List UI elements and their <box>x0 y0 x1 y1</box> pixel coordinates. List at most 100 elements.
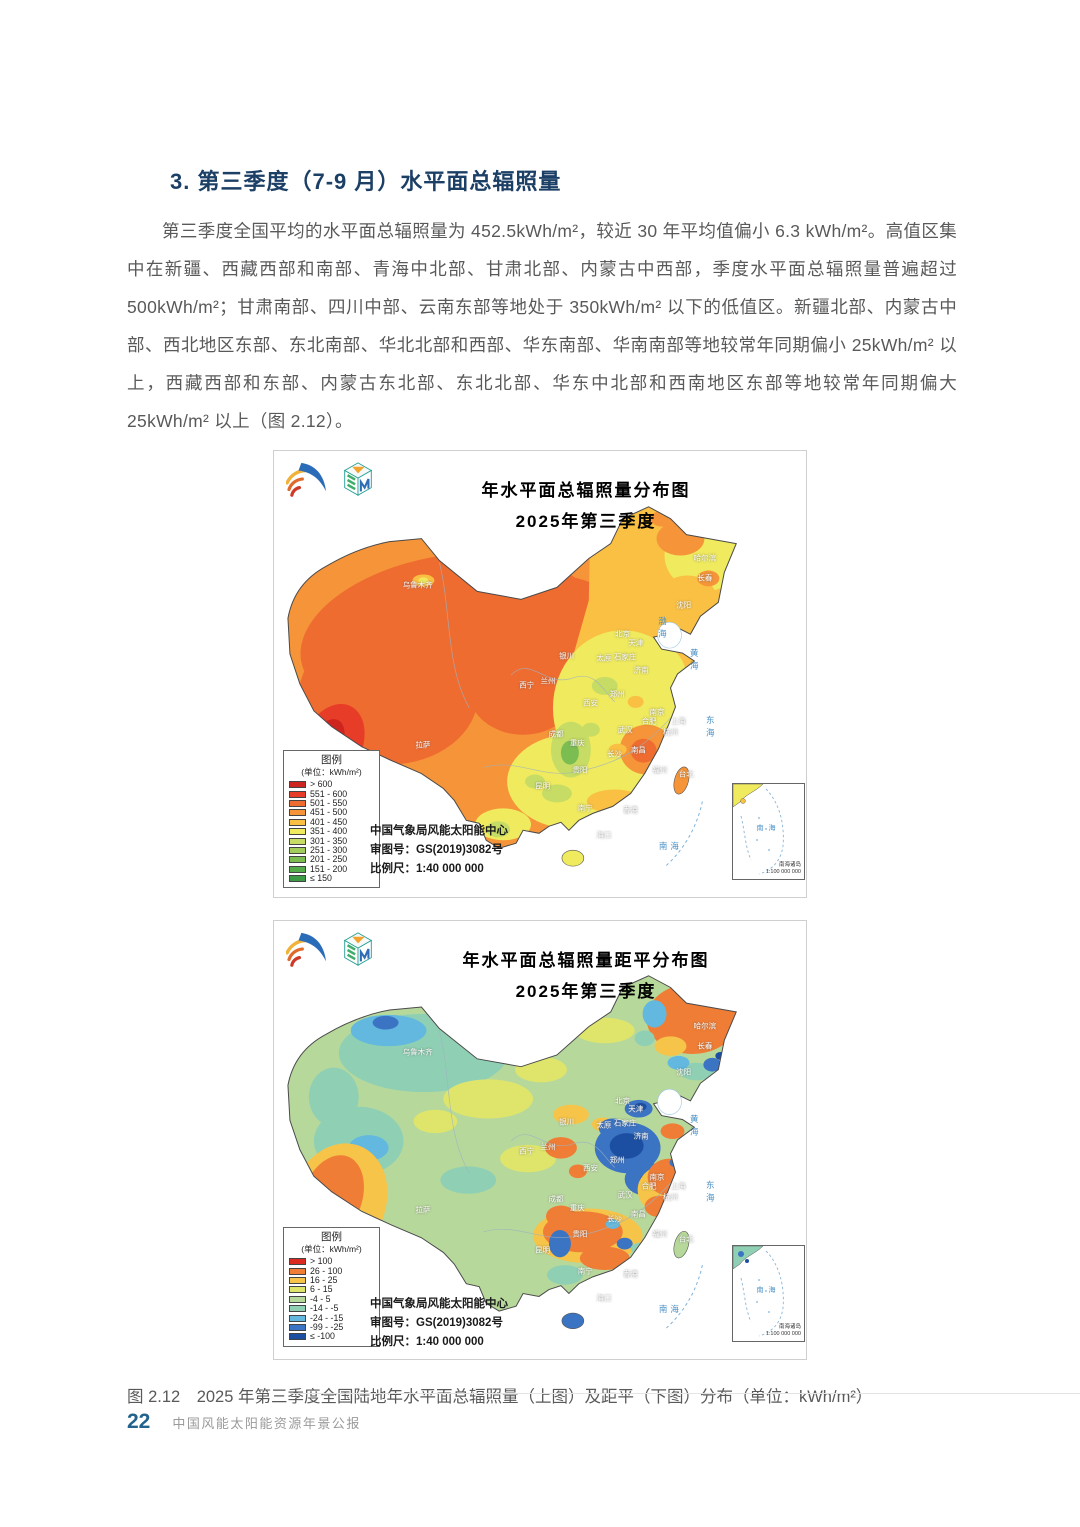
map-total-radiation: 乌鲁木齐 哈尔滨 长春 沈阳 北京 天津 石家庄 太原 济南 银川 西宁 兰州 郑州 西安 南京 上海 合肥 杭州… <box>273 450 807 898</box>
legend-row: 26 - 100 <box>284 1266 379 1275</box>
legend-row: -4 - 5 <box>284 1293 379 1304</box>
map-title-line2: 2025年第三季度 <box>515 512 657 531</box>
bohai-sea <box>657 621 682 649</box>
legend-swatch <box>289 1286 306 1294</box>
taiwan-island <box>673 766 690 795</box>
legend-swatch <box>289 1323 306 1331</box>
legend-swatch <box>289 1295 306 1303</box>
nine-dash-line <box>664 801 703 868</box>
legend-swatch <box>289 1276 306 1284</box>
credits-center: 中国气象局风能太阳能中心 <box>370 1298 508 1310</box>
section-heading: 3. 第三季度（7-9 月）水平面总辐照量 <box>170 169 562 195</box>
map-title-line1: 年水平面总辐照量分布图 <box>481 481 691 500</box>
legend-row: 6 - 15 <box>284 1285 379 1294</box>
south-china-sea-inset: 南海 南海诸岛 1:100 000 000 <box>732 783 805 880</box>
legend-row: 201 - 250 <box>284 855 379 864</box>
credits-center: 中国气象局风能太阳能中心 <box>370 825 508 837</box>
map-title: 年水平面总辐照量分布图 2025年第三季度 <box>274 475 806 537</box>
province-river-lines <box>439 1030 671 1238</box>
legend-row: -24 - -15 <box>284 1313 379 1322</box>
legend-swatch <box>289 856 306 864</box>
legend-swatch <box>289 799 306 807</box>
legend-label: 251 - 300 <box>310 844 348 855</box>
legend-label: 351 - 400 <box>310 826 348 837</box>
legend-row: 16 - 25 <box>284 1274 379 1285</box>
legend-row: -14 - -5 <box>284 1304 379 1313</box>
legend-row: ≤ -100 <box>284 1332 379 1341</box>
legend-label: 201 - 250 <box>310 854 348 865</box>
map-credits: 中国气象局风能太阳能中心 审图号：GS(2019)3082号 比例尺：1:40 … <box>370 1295 508 1352</box>
bohai-sea <box>657 1088 682 1115</box>
inset-sea-label: 南海 <box>756 824 781 832</box>
legend-label: 16 - 25 <box>310 1274 338 1285</box>
legend-unit: (单位：kWh/m²) <box>301 767 362 777</box>
legend-swatch <box>289 828 306 836</box>
legend-row: 351 - 400 <box>284 827 379 836</box>
report-brand: 中国风能太阳能资源年景公报 <box>172 1416 361 1431</box>
map-credits: 中国气象局风能太阳能中心 审图号：GS(2019)3082号 比例尺：1:40 … <box>370 822 508 879</box>
legend-swatch <box>289 781 306 789</box>
body-paragraph: 第三季度全国平均的水平面总辐照量为 452.5kWh/m²，较近 30 年平均值… <box>127 220 957 431</box>
legend-label: 551 - 600 <box>310 788 348 799</box>
inset-map <box>733 1246 784 1337</box>
legend-swatch <box>289 1333 306 1341</box>
legend-label: -24 - -15 <box>310 1312 344 1323</box>
credits-approval: 审图号：GS(2019)3082号 <box>370 1317 503 1329</box>
legend-label: 151 - 200 <box>310 863 348 874</box>
legend-row: -99 - -25 <box>284 1321 379 1332</box>
map-legend: 图例 (单位：kWh/m²) > 600 551 - 600 <box>283 750 380 889</box>
legend-label: ≤ -100 <box>310 1331 335 1342</box>
province-river-lines <box>439 562 671 774</box>
em-cube-logo-icon <box>343 932 373 967</box>
legend-label: 501 - 550 <box>310 797 348 808</box>
figure-caption: 图 2.12 2025 年第三季度全国陆地年水平面总辐照量（上图）及距平（下图）… <box>127 1387 873 1406</box>
credits-approval: 审图号：GS(2019)3082号 <box>370 844 503 856</box>
legend-label: -99 - -25 <box>310 1321 344 1332</box>
inset-map <box>733 784 784 875</box>
wind-solar-logo-icon <box>286 462 327 497</box>
wind-solar-logo-icon <box>286 932 327 967</box>
legend-swatch <box>289 1267 306 1275</box>
taiwan-island <box>673 1230 690 1259</box>
map-logos <box>286 931 377 969</box>
legend-swatch <box>289 790 306 798</box>
legend-row: 251 - 300 <box>284 844 379 855</box>
inset-sea-label: 南海 <box>756 1286 781 1294</box>
legend-title: 图例 <box>321 754 342 766</box>
legend-swatch <box>289 1305 306 1313</box>
legend-row: 501 - 550 <box>284 797 379 808</box>
nine-dash-line <box>664 1265 703 1331</box>
legend-label: -14 - -5 <box>310 1303 339 1314</box>
legend-row: 401 - 450 <box>284 816 379 827</box>
legend-swatch <box>289 846 306 854</box>
legend-label: > 100 <box>310 1256 333 1267</box>
legend-row: 301 - 350 <box>284 836 379 845</box>
legend-swatch <box>289 1258 306 1266</box>
map-radiation-anomaly: 乌鲁木齐 哈尔滨 长春 沈阳 北京 天津 石家庄 太原 济南 银川 西宁 兰州 郑州 西安 南京 上海 合肥 杭州… <box>273 920 807 1360</box>
hainan-island <box>561 1312 585 1329</box>
map-title-line1: 年水平面总辐照量距平分布图 <box>462 951 710 970</box>
legend-label: > 600 <box>310 779 333 790</box>
legend-row: 451 - 500 <box>284 808 379 817</box>
map-legend: 图例 (单位：kWh/m²) > 100 26 - 100 <box>283 1227 380 1347</box>
legend-label: -4 - 5 <box>310 1293 331 1304</box>
credits-scale: 比例尺：1:40 000 000 <box>370 863 484 875</box>
legend-row: 151 - 200 <box>284 863 379 874</box>
legend-label: 6 - 15 <box>310 1284 333 1295</box>
legend-swatch <box>289 818 306 826</box>
legend-swatch <box>289 875 306 883</box>
legend-row: > 100 <box>284 1257 379 1266</box>
legend-label: ≤ 150 <box>310 873 332 884</box>
map-logos <box>286 461 377 499</box>
page-footer: 22 中国风能太阳能资源年景公报 <box>127 1410 361 1434</box>
inset-islands-label: 南海诸岛 1:100 000 000 <box>765 1324 801 1337</box>
legend-swatch <box>289 809 306 817</box>
map-title-line2: 2025年第三季度 <box>515 982 657 1001</box>
legend-title: 图例 <box>321 1231 342 1243</box>
legend-swatch <box>289 865 306 873</box>
legend-label: 401 - 450 <box>310 816 348 827</box>
legend-row: > 600 <box>284 780 379 789</box>
inset-islands-label: 南海诸岛 1:100 000 000 <box>765 862 801 875</box>
legend-row: ≤ 150 <box>284 874 379 883</box>
